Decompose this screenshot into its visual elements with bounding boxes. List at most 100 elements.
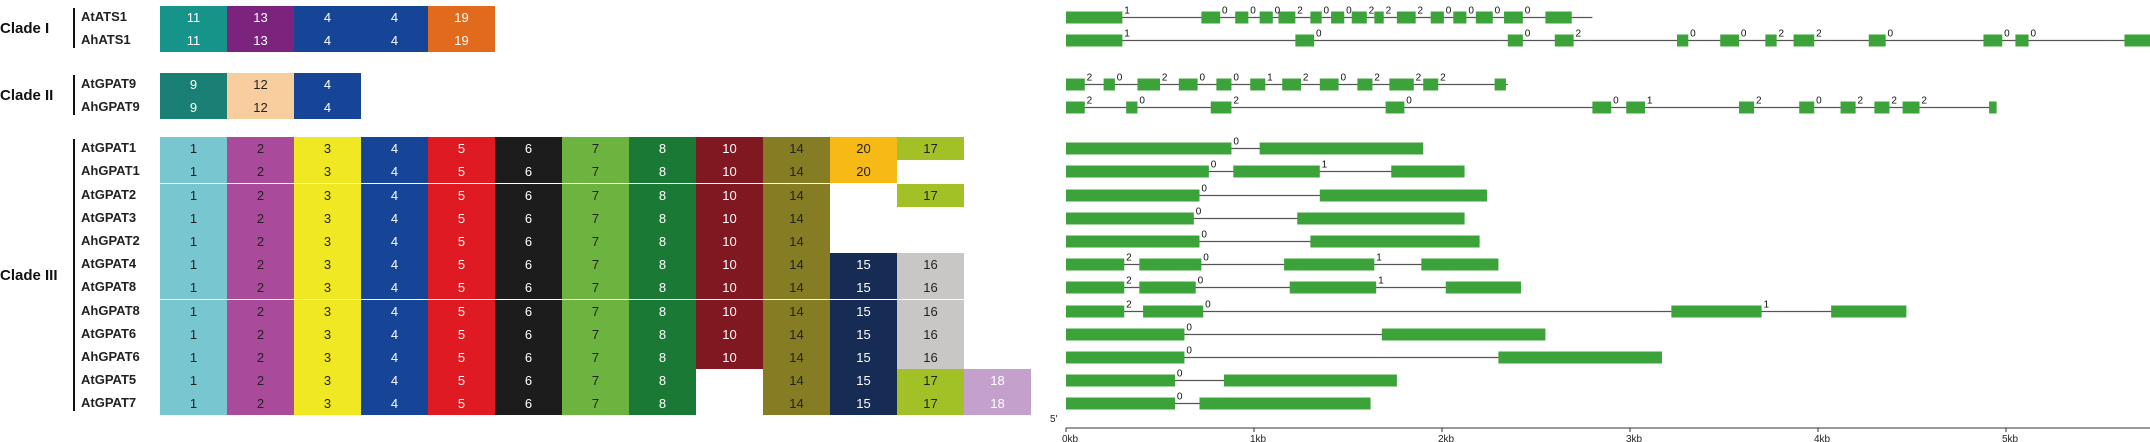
motif-box-5 bbox=[428, 346, 495, 369]
motif-box-1 bbox=[160, 160, 227, 183]
motif-number: 10 bbox=[722, 257, 736, 272]
motif-number: 4 bbox=[391, 396, 398, 411]
intron-phase-label: 2 bbox=[1297, 6, 1303, 17]
motif-box-13 bbox=[227, 29, 294, 52]
motif-number: 5 bbox=[458, 211, 465, 226]
motif-box-14 bbox=[763, 392, 830, 415]
motif-box-4 bbox=[361, 323, 428, 346]
gene-label: AtATS1 bbox=[81, 9, 127, 24]
motif-box-16 bbox=[897, 253, 964, 276]
exon-block bbox=[1259, 11, 1273, 24]
intron-phase-label: 2 bbox=[1857, 96, 1863, 107]
intron-phase-label: 0 bbox=[1446, 6, 1452, 17]
motif-box-5 bbox=[428, 207, 495, 230]
motif-box-7 bbox=[562, 137, 629, 160]
intron-phase-label: 1 bbox=[1376, 253, 1382, 264]
exon-block bbox=[1278, 11, 1296, 24]
motif-box-6 bbox=[495, 300, 562, 323]
gene-label: AtGPAT5 bbox=[81, 372, 136, 387]
motif-box-18 bbox=[964, 392, 1031, 415]
motif-box-13 bbox=[227, 6, 294, 29]
intron-phase-label: 0 bbox=[1495, 6, 1501, 17]
motif-box-5 bbox=[428, 137, 495, 160]
motif-box-15 bbox=[830, 392, 897, 415]
exon-block bbox=[1793, 34, 1815, 47]
gene-label: AtGPAT6 bbox=[81, 326, 136, 341]
motif-box-17 bbox=[897, 184, 964, 207]
motif-box-9 bbox=[160, 73, 227, 96]
motif-number: 4 bbox=[324, 100, 331, 115]
motif-number: 14 bbox=[789, 257, 803, 272]
motif-number: 15 bbox=[856, 304, 870, 319]
motif-number: 3 bbox=[324, 141, 331, 156]
motif-box-17 bbox=[897, 392, 964, 415]
intron-phase-label: 0 bbox=[1468, 6, 1474, 17]
intron-phase-label: 1 bbox=[1647, 96, 1653, 107]
exon-block bbox=[1223, 374, 1397, 387]
motif-box-10 bbox=[696, 323, 763, 346]
motif-number: 8 bbox=[659, 327, 666, 342]
motif-box-5 bbox=[428, 230, 495, 253]
axis-5prime-label: 5' bbox=[1050, 414, 1058, 425]
intron-phase-label: 0 bbox=[1741, 29, 1747, 40]
motif-number: 3 bbox=[324, 234, 331, 249]
motif-number: 6 bbox=[525, 257, 532, 272]
motif-box-3 bbox=[294, 160, 361, 183]
exon-block bbox=[1504, 11, 1523, 24]
motif-box-5 bbox=[428, 323, 495, 346]
motif-box-8 bbox=[629, 137, 696, 160]
motif-number: 5 bbox=[458, 141, 465, 156]
motif-box-10 bbox=[696, 160, 763, 183]
motif-number: 1 bbox=[190, 164, 197, 179]
exon-block bbox=[1066, 328, 1185, 341]
clade-label: Clade III bbox=[0, 267, 58, 284]
motif-number: 4 bbox=[391, 33, 398, 48]
exon-block bbox=[1066, 281, 1125, 294]
motif-number: 10 bbox=[722, 164, 736, 179]
motif-box-19 bbox=[428, 29, 495, 52]
motif-number: 15 bbox=[856, 396, 870, 411]
motif-number: 1 bbox=[190, 234, 197, 249]
motif-number: 8 bbox=[659, 350, 666, 365]
motif-box-3 bbox=[294, 369, 361, 392]
motif-number: 17 bbox=[923, 141, 937, 156]
motif-number: 3 bbox=[324, 280, 331, 295]
motif-number: 17 bbox=[923, 373, 937, 388]
intron-phase-label: 0 bbox=[1250, 6, 1256, 17]
motif-box-2 bbox=[227, 230, 294, 253]
motif-number: 2 bbox=[257, 257, 264, 272]
motif-box-3 bbox=[294, 300, 361, 323]
intron-phase-label: 2 bbox=[1921, 96, 1927, 107]
motif-number: 5 bbox=[458, 257, 465, 272]
intron-phase-label: 0 bbox=[1201, 230, 1207, 241]
motif-box-1 bbox=[160, 253, 227, 276]
motif-number: 1 bbox=[190, 327, 197, 342]
motif-box-16 bbox=[897, 300, 964, 323]
motif-number: 8 bbox=[659, 257, 666, 272]
motif-box-12 bbox=[227, 96, 294, 119]
motif-number: 5 bbox=[458, 188, 465, 203]
motif-number: 10 bbox=[722, 280, 736, 295]
motif-box-14 bbox=[763, 369, 830, 392]
motif-number: 17 bbox=[923, 396, 937, 411]
motif-number: 18 bbox=[990, 396, 1004, 411]
motif-box-10 bbox=[696, 184, 763, 207]
motif-number: 8 bbox=[659, 188, 666, 203]
exon-block bbox=[1066, 165, 1209, 178]
gene-label: AtGPAT2 bbox=[81, 187, 136, 202]
motif-number: 6 bbox=[525, 141, 532, 156]
motif-box-12 bbox=[227, 73, 294, 96]
motif-box-2 bbox=[227, 207, 294, 230]
motif-box-1 bbox=[160, 184, 227, 207]
motif-box-17 bbox=[897, 369, 964, 392]
motif-box-4 bbox=[294, 29, 361, 52]
motif-number: 3 bbox=[324, 257, 331, 272]
intron-phase-label: 1 bbox=[1763, 300, 1769, 311]
intron-phase-label: 0 bbox=[1117, 73, 1123, 84]
exon-block bbox=[1592, 101, 1612, 114]
intron-phase-label: 0 bbox=[1324, 6, 1330, 17]
exon-block bbox=[1739, 101, 1755, 114]
motif-box-14 bbox=[763, 230, 830, 253]
motif-number: 14 bbox=[789, 304, 803, 319]
